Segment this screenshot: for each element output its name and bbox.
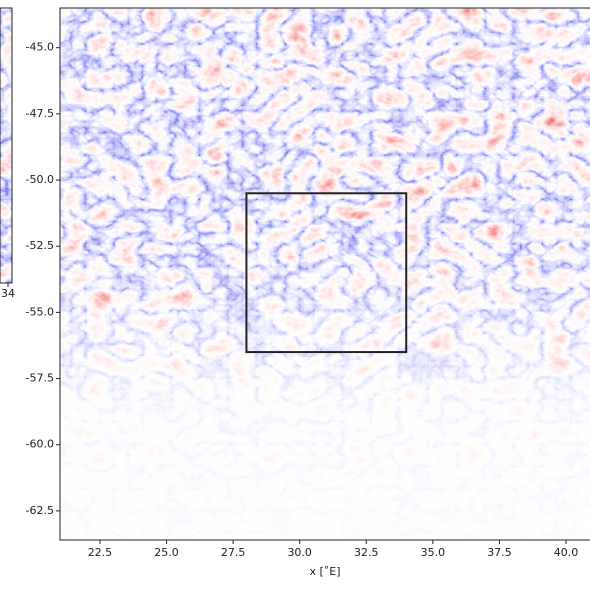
y-tick-label: -52.5 — [26, 239, 54, 252]
field — [60, 8, 590, 540]
y-tick-label: -55.0 — [26, 305, 54, 318]
y-tick-label: -57.5 — [26, 372, 54, 385]
y-tick-label: -45.0 — [26, 41, 54, 54]
x-axis-label: x [˚E] — [309, 565, 340, 578]
y-tick-label: -62.5 — [26, 504, 54, 517]
y-tick-label: -60.0 — [26, 438, 54, 451]
left-panel-frame — [0, 7, 13, 284]
left-panel-image — [0, 8, 12, 283]
y-tick-label: -47.5 — [26, 107, 54, 120]
x-tick-label: 32.5 — [354, 546, 379, 559]
field-fade — [60, 8, 590, 540]
x-tick-label: 27.5 — [221, 546, 246, 559]
left-panel — [0, 7, 13, 284]
y-tick-label: -50.0 — [26, 173, 54, 186]
x-tick-label: 30.0 — [287, 546, 312, 559]
axes-frame — [59, 7, 590, 541]
x-tick-label: 40.0 — [554, 546, 579, 559]
x-tick-label: 37.5 — [487, 546, 512, 559]
highlight-box — [245, 192, 408, 354]
x-tick-label: 22.5 — [88, 546, 113, 559]
x-tick-label: 35.0 — [421, 546, 446, 559]
x-tick-label: 25.0 — [154, 546, 179, 559]
x-tick-label: 34 — [1, 287, 15, 300]
